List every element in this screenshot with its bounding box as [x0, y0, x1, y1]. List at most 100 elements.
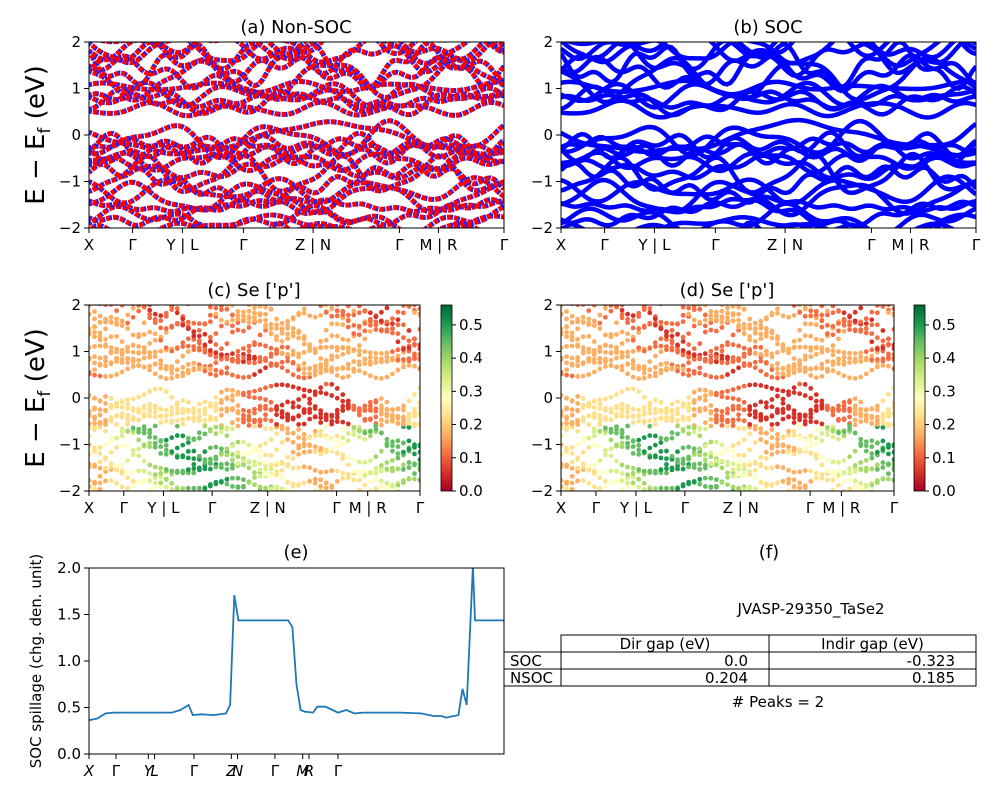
- projection-point: [780, 406, 786, 412]
- projection-point: [780, 465, 786, 471]
- projection-point: [697, 466, 703, 472]
- projection-point: [163, 418, 169, 424]
- projection-point: [786, 295, 791, 300]
- projection-point: [346, 518, 351, 523]
- projection-point: [719, 413, 725, 419]
- projection-point: [880, 414, 886, 420]
- projection-point: [152, 435, 158, 440]
- projection-point: [202, 417, 208, 423]
- gap-table: Dir gap (eV) Indir gap (eV)SOC 0.0 -0.323NS…: [503, 634, 977, 687]
- projection-point: [396, 288, 401, 293]
- projection-point: [163, 442, 169, 448]
- projection-point: [230, 452, 235, 457]
- projection-point: [362, 407, 368, 413]
- projection-point: [825, 312, 830, 318]
- projection-point: [730, 368, 736, 374]
- projection-point: [169, 412, 175, 417]
- projection-point: [647, 418, 653, 424]
- projection-point: [780, 449, 786, 454]
- projection-point: [362, 290, 367, 295]
- projection-point: [775, 310, 780, 316]
- projection-point: [714, 313, 719, 319]
- projection-point: [318, 312, 324, 318]
- projection-point: [719, 348, 725, 354]
- projection-point: [697, 306, 703, 312]
- projection-point: [597, 299, 602, 304]
- projection-point: [263, 471, 268, 477]
- projection-point: [763, 449, 769, 455]
- projection-point: [213, 479, 219, 485]
- projection-point: [691, 370, 697, 376]
- projection-point: [98, 492, 103, 497]
- projection-point: [680, 312, 686, 318]
- projection-point: [880, 328, 886, 333]
- projection-point: [725, 406, 730, 412]
- projection-point: [869, 288, 874, 293]
- projection-point: [874, 421, 880, 427]
- projection-point: [669, 414, 675, 419]
- projection-point: [614, 345, 619, 350]
- projection-point: [591, 484, 597, 490]
- projection-point: [130, 364, 136, 369]
- projection-point: [719, 356, 725, 362]
- projection-point: [412, 310, 417, 315]
- projection-point: [675, 423, 680, 429]
- projection-point: [652, 373, 658, 379]
- projection-point: [230, 406, 235, 411]
- projection-point: [125, 428, 131, 434]
- projection-point: [702, 329, 708, 335]
- projection-point: [345, 472, 351, 477]
- projection-point: [580, 418, 586, 423]
- projection-point: [863, 412, 869, 418]
- projection-point: [367, 399, 373, 405]
- projection-point: [302, 297, 307, 302]
- projection-point: [863, 443, 869, 449]
- projection-point: [406, 398, 412, 404]
- projection-point: [630, 474, 636, 480]
- projection-point: [781, 504, 786, 509]
- projection-point: [725, 462, 730, 468]
- projection-point: [213, 331, 219, 337]
- projection-point: [406, 438, 412, 444]
- projection-point: [141, 477, 147, 483]
- projection-point: [153, 297, 158, 302]
- projection-point: [356, 305, 362, 309]
- projection-point: [312, 363, 318, 369]
- projection-point: [351, 491, 356, 496]
- projection-point: [752, 426, 758, 432]
- projection-point: [808, 300, 813, 305]
- projection-point: [791, 385, 797, 391]
- projection-point: [252, 417, 257, 423]
- projection-point: [241, 390, 246, 396]
- xtick-label: Y | L: [165, 236, 199, 254]
- projection-point: [769, 465, 775, 471]
- projection-point: [641, 305, 647, 310]
- projection-point: [886, 341, 891, 347]
- projection-point: [680, 371, 686, 377]
- projection-point: [307, 410, 313, 415]
- projection-point: [235, 313, 241, 319]
- colorbar-label: 0.4: [459, 349, 483, 367]
- colorbar-label: 0.5: [932, 316, 956, 334]
- projection-point: [313, 295, 318, 300]
- projection-point: [652, 442, 658, 448]
- projection-point: [307, 400, 313, 406]
- projection-point: [619, 305, 625, 308]
- projection-point: [230, 457, 235, 463]
- xtick-label: Γ: [681, 499, 690, 517]
- projection-point: [114, 500, 119, 505]
- projection-point: [763, 456, 769, 461]
- projection-point: [323, 381, 329, 387]
- projection-point: [246, 465, 252, 471]
- projection-point: [591, 323, 597, 329]
- projection-point: [691, 425, 697, 431]
- projection-point: [791, 305, 797, 308]
- projection-point: [614, 320, 619, 326]
- projection-point: [395, 455, 401, 461]
- projection-point: [869, 347, 875, 353]
- projection-point: [213, 372, 219, 378]
- projection-point: [880, 345, 886, 351]
- projection-point: [659, 284, 664, 289]
- projection-point: [401, 462, 406, 468]
- projection-point: [356, 472, 362, 477]
